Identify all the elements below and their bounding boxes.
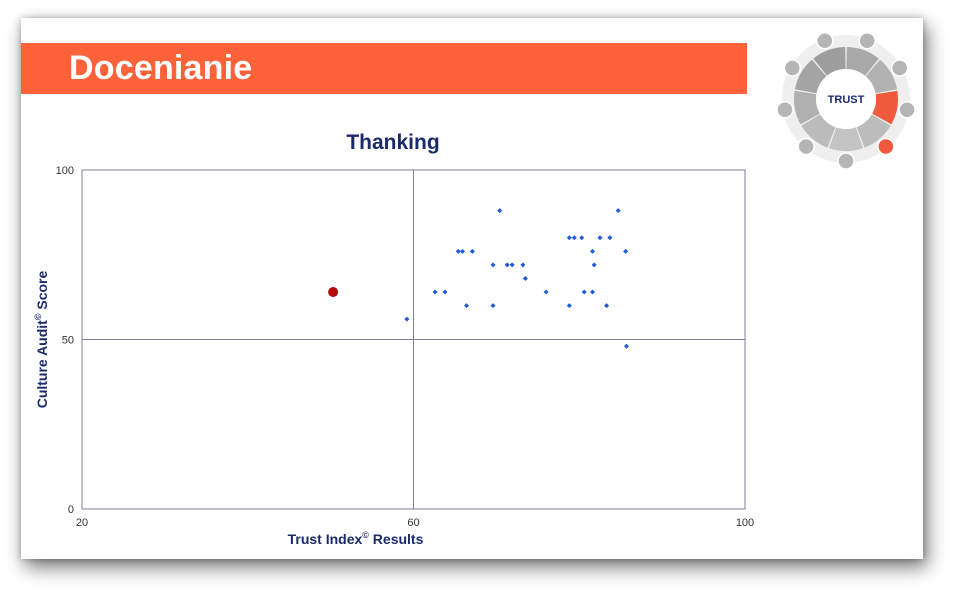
data-point [591,262,597,268]
data-point [579,235,585,241]
chart-title: Thanking [346,131,440,154]
data-point [520,262,526,268]
slide: Docenianie Thanking 20 60 100 0 50 100 Trust… [21,18,923,559]
y-tick-label: 100 [56,165,74,177]
x-axis-title-mark: © [362,530,369,540]
data-point [404,316,410,322]
data-point [607,235,613,241]
x-axis-title-suffix: Results [369,531,424,547]
data-point [571,235,577,241]
logo-icon [858,31,876,50]
data-point [459,248,465,254]
logo-icon [877,137,895,156]
logo-segment [846,47,879,76]
data-point [469,248,475,254]
data-point [590,248,596,254]
logo-segment [865,59,898,94]
y-axis-title-mark: © [33,313,43,320]
logo-icon [898,101,916,119]
x-tick-labels: 20 60 100 [76,517,754,529]
y-tick-labels: 0 50 100 [56,165,74,516]
logo-icon [776,101,794,119]
data-point [590,289,596,295]
logo-icon [816,31,834,50]
data-point [442,289,448,295]
logo-icon [797,137,815,156]
data-point [597,235,603,241]
y-axis-title-main: Culture Audit [34,320,50,408]
data-point [490,303,496,309]
data-point [543,289,549,295]
data-point [604,303,610,309]
logo-segment-highlight [856,114,891,148]
title-banner: Docenianie [21,43,747,94]
logo-center [816,69,876,129]
x-axis-title-main: Trust Index [288,531,363,547]
data-point [497,208,503,214]
y-tick-label: 0 [68,504,74,516]
x-tick-label: 100 [736,517,754,529]
data-points [328,208,629,349]
data-point [581,289,587,295]
logo-icon [783,59,802,77]
x-tick-label: 20 [76,517,88,529]
x-tick-label: 60 [407,517,419,529]
data-point [615,208,621,214]
logo-segments [794,47,898,152]
slide-title: Docenianie [69,49,253,87]
data-point [566,303,572,309]
data-point [522,275,528,281]
logo-icon [890,59,909,77]
y-axis-title-suffix: Score [34,271,50,314]
data-point [623,248,629,254]
x-axis-title: Trust Index© Results [288,530,424,547]
logo-segment [872,90,898,125]
data-point [464,303,470,309]
data-point [509,262,515,268]
logo-segment [794,59,827,94]
logo-segment [828,127,864,152]
logo-segment [813,47,846,76]
logo-icon [837,152,855,169]
logo-icons [776,31,916,169]
logo-segment [801,114,836,148]
trust-model-logo: TRUST [776,31,916,169]
data-point [455,248,461,254]
highlight-point [328,287,339,298]
data-point [490,262,496,268]
data-point [623,343,629,349]
data-point [504,262,510,268]
logo-center-label: TRUST [828,94,865,106]
logo-segment [794,90,820,125]
data-point [566,235,572,241]
y-tick-label: 50 [62,335,74,347]
data-point [432,289,438,295]
y-axis-title: Culture Audit© Score [33,271,50,409]
